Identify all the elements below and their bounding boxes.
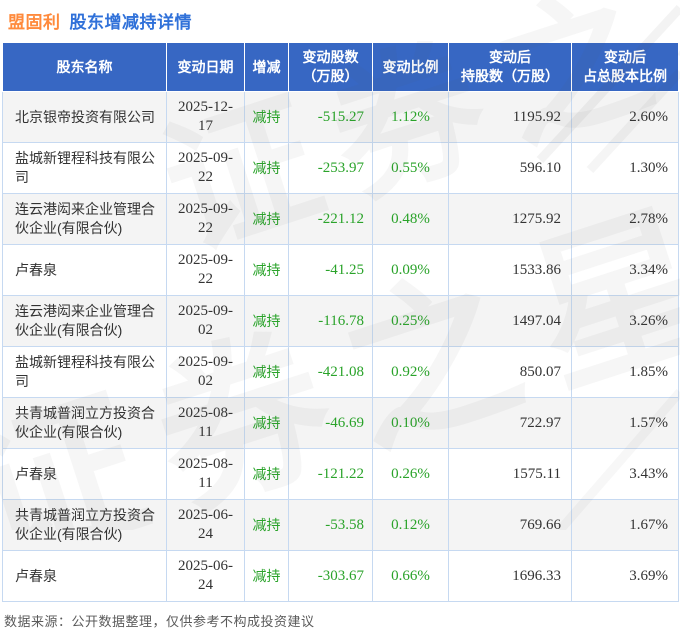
cell-change-ratio: 0.48% <box>372 193 449 245</box>
cell-change-ratio: 0.26% <box>372 448 449 500</box>
cell-change-shares: -303.67 <box>288 550 373 602</box>
cell-change-ratio: 0.66% <box>372 550 449 602</box>
header-shares-after: 变动后 持股数（万股） <box>448 42 572 92</box>
cell-change-ratio: 0.10% <box>372 397 449 449</box>
cell-change-shares: -116.78 <box>288 295 373 347</box>
cell-change-ratio: 0.25% <box>372 295 449 347</box>
cell-change-date: 2025-12-17 <box>166 91 245 143</box>
cell-shareholder-name: 共青城普润立方投资合伙企业(有限合伙) <box>2 499 167 551</box>
table-row: 卢春泉 2025-08-11 减持 -121.22 0.26% 1575.11 … <box>2 448 679 500</box>
cell-shareholder-name: 卢春泉 <box>2 550 167 602</box>
cell-change-shares: -121.22 <box>288 448 373 500</box>
cell-shareholder-name: 卢春泉 <box>2 244 167 296</box>
cell-change-date: 2025-09-02 <box>166 295 245 347</box>
table-row: 卢春泉 2025-06-24 减持 -303.67 0.66% 1696.33 … <box>2 550 679 602</box>
cell-change-date: 2025-08-11 <box>166 397 245 449</box>
cell-change-ratio: 1.12% <box>372 91 449 143</box>
header-change-ratio: 变动比例 <box>372 42 449 92</box>
cell-shareholder-name: 盐城新锂程科技有限公司 <box>2 346 167 398</box>
header-action: 增减 <box>244 42 289 92</box>
cell-shares-after: 850.07 <box>448 346 572 398</box>
header-ratio-after: 变动后 占总股本比例 <box>571 42 679 92</box>
cell-shareholder-name: 盐城新锂程科技有限公司 <box>2 142 167 194</box>
cell-action: 减持 <box>244 244 289 296</box>
cell-action: 减持 <box>244 448 289 500</box>
cell-shares-after: 1696.33 <box>448 550 572 602</box>
cell-ratio-after: 1.57% <box>571 397 679 449</box>
cell-shares-after: 1497.04 <box>448 295 572 347</box>
cell-ratio-after: 3.43% <box>571 448 679 500</box>
cell-action: 减持 <box>244 550 289 602</box>
cell-change-ratio: 0.55% <box>372 142 449 194</box>
table-row: 盐城新锂程科技有限公司 2025-09-02 减持 -421.08 0.92% … <box>2 346 679 398</box>
table-row: 连云港闳来企业管理合伙企业(有限合伙) 2025-09-02 减持 -116.7… <box>2 295 679 347</box>
table-header-row: 股东名称 变动日期 增减 变动股数 （万股） 变动比例 变动后 持股数（万股） … <box>2 42 679 92</box>
cell-action: 减持 <box>244 499 289 551</box>
cell-shares-after: 722.97 <box>448 397 572 449</box>
cell-change-shares: -421.08 <box>288 346 373 398</box>
cell-change-date: 2025-09-22 <box>166 142 245 194</box>
cell-change-shares: -41.25 <box>288 244 373 296</box>
table-row: 卢春泉 2025-09-22 减持 -41.25 0.09% 1533.86 3… <box>2 244 679 296</box>
table-row: 连云港闳来企业管理合伙企业(有限合伙) 2025-09-22 减持 -221.1… <box>2 193 679 245</box>
cell-change-shares: -515.27 <box>288 91 373 143</box>
cell-shareholder-name: 共青城普润立方投资合伙企业(有限合伙) <box>2 397 167 449</box>
table-row: 共青城普润立方投资合伙企业(有限合伙) 2025-08-11 减持 -46.69… <box>2 397 679 449</box>
table-row: 共青城普润立方投资合伙企业(有限合伙) 2025-06-24 减持 -53.58… <box>2 499 679 551</box>
cell-ratio-after: 1.67% <box>571 499 679 551</box>
cell-ratio-after: 3.26% <box>571 295 679 347</box>
cell-action: 减持 <box>244 142 289 194</box>
cell-change-shares: -53.58 <box>288 499 373 551</box>
cell-ratio-after: 3.34% <box>571 244 679 296</box>
cell-change-ratio: 0.09% <box>372 244 449 296</box>
cell-shares-after: 1275.92 <box>448 193 572 245</box>
cell-action: 减持 <box>244 295 289 347</box>
header-change-shares: 变动股数 （万股） <box>288 42 373 92</box>
header-shareholder-name: 股东名称 <box>2 42 167 92</box>
header-change-date: 变动日期 <box>166 42 245 92</box>
cell-shares-after: 1575.11 <box>448 448 572 500</box>
cell-change-date: 2025-09-02 <box>166 346 245 398</box>
table-row: 盐城新锂程科技有限公司 2025-09-22 减持 -253.97 0.55% … <box>2 142 679 194</box>
cell-shares-after: 769.66 <box>448 499 572 551</box>
cell-action: 减持 <box>244 193 289 245</box>
cell-shareholder-name: 北京银帝投资有限公司 <box>2 91 167 143</box>
cell-change-shares: -46.69 <box>288 397 373 449</box>
cell-change-shares: -253.97 <box>288 142 373 194</box>
cell-shareholder-name: 连云港闳来企业管理合伙企业(有限合伙) <box>2 295 167 347</box>
cell-ratio-after: 3.69% <box>571 550 679 602</box>
cell-shares-after: 1195.92 <box>448 91 572 143</box>
cell-change-date: 2025-08-11 <box>166 448 245 500</box>
cell-ratio-after: 1.30% <box>571 142 679 194</box>
cell-change-shares: -221.12 <box>288 193 373 245</box>
page-title: 盟固利 股东增减持详情 <box>0 0 680 40</box>
cell-change-date: 2025-09-22 <box>166 193 245 245</box>
cell-ratio-after: 1.85% <box>571 346 679 398</box>
cell-change-ratio: 0.12% <box>372 499 449 551</box>
cell-shareholder-name: 卢春泉 <box>2 448 167 500</box>
cell-action: 减持 <box>244 91 289 143</box>
cell-action: 减持 <box>244 397 289 449</box>
cell-change-date: 2025-06-24 <box>166 550 245 602</box>
shareholder-change-table: 股东名称 变动日期 增减 变动股数 （万股） 变动比例 变动后 持股数（万股） … <box>2 42 679 602</box>
cell-change-date: 2025-09-22 <box>166 244 245 296</box>
cell-shares-after: 1533.86 <box>448 244 572 296</box>
cell-ratio-after: 2.78% <box>571 193 679 245</box>
cell-change-date: 2025-06-24 <box>166 499 245 551</box>
page-subtitle: 股东增减持详情 <box>69 13 192 32</box>
cell-ratio-after: 2.60% <box>571 91 679 143</box>
cell-action: 减持 <box>244 346 289 398</box>
table-row: 北京银帝投资有限公司 2025-12-17 减持 -515.27 1.12% 1… <box>2 91 679 143</box>
stock-name: 盟固利 <box>8 13 61 32</box>
cell-shares-after: 596.10 <box>448 142 572 194</box>
cell-change-ratio: 0.92% <box>372 346 449 398</box>
data-source-note: 数据来源：公开数据整理，仅供参考不构成投资建议 <box>4 614 315 629</box>
cell-shareholder-name: 连云港闳来企业管理合伙企业(有限合伙) <box>2 193 167 245</box>
